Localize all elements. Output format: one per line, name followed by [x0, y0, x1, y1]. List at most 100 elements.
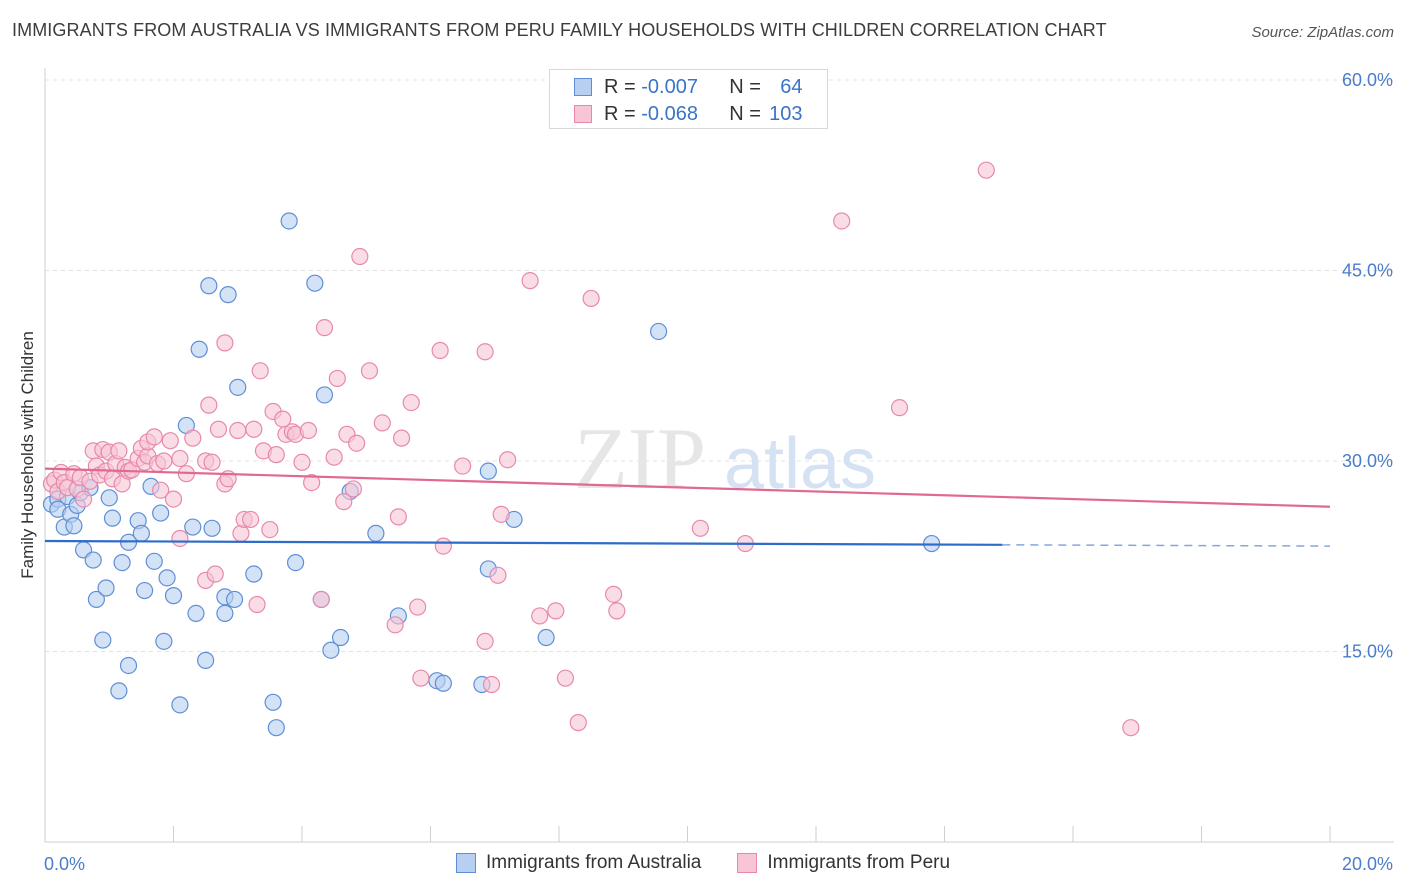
peru-point	[890, 399, 909, 417]
australia-point	[190, 340, 208, 358]
watermark: ZIP atlas	[574, 411, 876, 508]
australia-point	[225, 590, 244, 609]
peru-point	[261, 520, 279, 539]
peru-point	[386, 616, 404, 634]
peru-point	[476, 632, 494, 650]
legend-australia-swatch	[455, 853, 476, 873]
peru-point	[489, 566, 507, 584]
y-axis-label: Family Households with Children	[18, 331, 37, 579]
peru-r-value: -0.068	[641, 102, 698, 125]
australia-point	[197, 651, 215, 669]
australia-point	[306, 274, 324, 292]
peru-point	[248, 595, 266, 614]
y-tick-label: 30.0%	[1342, 451, 1393, 471]
chart-title: IMMIGRANTS FROM AUSTRALIA VS IMMIGRANTS …	[12, 20, 1107, 40]
peru-point	[164, 490, 183, 508]
peru-n-label: N =	[729, 102, 767, 125]
peru-point	[434, 537, 452, 555]
watermark-zip: ZIP	[574, 411, 706, 508]
australia-point	[331, 628, 350, 647]
australia-point	[103, 509, 122, 527]
australia-point	[187, 604, 205, 623]
peru-point	[299, 421, 318, 440]
australia-trend-line	[44, 539, 1003, 546]
australia-point	[479, 462, 497, 480]
australia-point	[184, 518, 202, 536]
australia-point	[113, 553, 131, 572]
peru-point	[351, 247, 369, 266]
peru-point	[431, 341, 449, 360]
peru-point	[389, 508, 407, 526]
peru-point	[232, 524, 250, 542]
peru-point	[152, 481, 170, 499]
legend-australia-label: Immigrants from Australia	[485, 852, 702, 873]
australia-point	[100, 489, 118, 507]
series-legend: Immigrants from Australia Immigrants fro…	[0, 852, 1406, 874]
peru-n-value: 103	[769, 102, 803, 125]
australia-point	[245, 565, 263, 583]
peru-point	[312, 590, 330, 609]
peru-point	[209, 420, 228, 438]
peru-r-label: R =	[604, 102, 642, 125]
peru-point	[556, 669, 575, 687]
y-tick-label: 60.0%	[1342, 70, 1393, 90]
peru-point	[303, 473, 321, 492]
axes	[44, 68, 1394, 843]
australia-point	[322, 641, 340, 659]
peru-point	[691, 519, 709, 537]
peru-point	[184, 429, 202, 447]
australia-point	[219, 286, 237, 304]
australia-point	[171, 696, 189, 714]
australia-point	[132, 524, 150, 542]
peru-point	[605, 585, 623, 603]
peru-point	[344, 480, 362, 498]
peru-point	[251, 362, 269, 380]
peru-point	[74, 490, 93, 508]
australia-point	[110, 682, 128, 700]
peru-point	[531, 607, 549, 625]
peru-point	[161, 432, 179, 450]
australia-point	[434, 674, 452, 692]
peru-point	[229, 421, 247, 440]
australia-point	[229, 378, 247, 396]
x-tick-label-min: 0.0%	[44, 854, 85, 874]
peru-point	[547, 602, 565, 620]
australia-point	[164, 587, 183, 605]
peru-point	[582, 289, 600, 308]
australia-point	[200, 277, 218, 295]
australia-point	[286, 553, 305, 572]
y-tick-label: 15.0%	[1342, 642, 1393, 662]
peru-point	[348, 434, 366, 452]
peru-point	[1122, 719, 1140, 737]
australia-point	[94, 631, 112, 649]
peru-point	[335, 493, 353, 511]
peru-point	[412, 669, 430, 687]
series-peru-points	[42, 161, 1140, 737]
peru-point	[499, 451, 517, 469]
legend-row-australia: R = -0.007 N = 64	[574, 75, 803, 99]
australia-point	[315, 386, 334, 404]
peru-point	[325, 448, 343, 466]
peru-point	[245, 420, 263, 438]
peru-point	[454, 457, 472, 475]
australia-point	[119, 656, 138, 675]
australia-point	[649, 322, 668, 341]
peru-point	[409, 598, 427, 616]
peru-trend-line	[44, 467, 1331, 508]
australia-point	[65, 517, 83, 535]
australia-point	[216, 604, 234, 623]
australia-point	[367, 524, 385, 542]
peru-swatch	[574, 105, 592, 123]
trend-lines	[44, 467, 1331, 547]
legend-peru-swatch	[737, 853, 758, 873]
australia-point	[135, 581, 154, 600]
legend-peru-label: Immigrants from Peru	[767, 852, 951, 873]
australia-point	[97, 579, 115, 597]
peru-point	[492, 505, 510, 523]
legend-item-peru: Immigrants from Peru	[737, 852, 950, 874]
peru-point	[315, 319, 334, 337]
australia-point	[203, 519, 221, 537]
australia-point	[264, 693, 282, 711]
australia-point	[537, 628, 555, 647]
